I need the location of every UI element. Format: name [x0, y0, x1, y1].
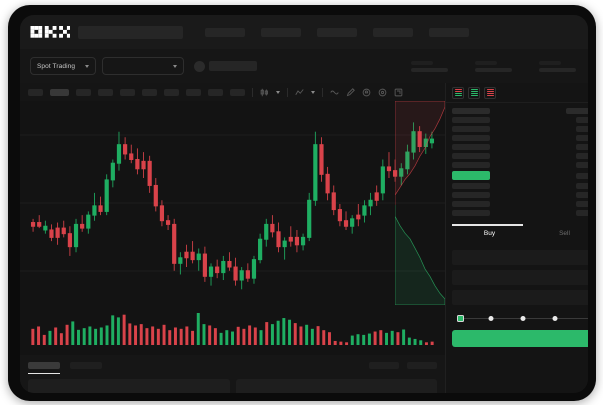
candle-series [30, 122, 435, 290]
timeframe-9[interactable] [230, 88, 245, 96]
alert-icon[interactable] [362, 88, 371, 97]
depth-asks-area [395, 101, 445, 205]
price-chart[interactable] [20, 101, 445, 305]
tab-sell[interactable]: Sell [559, 230, 570, 237]
device-frame: Spot Trading [8, 5, 596, 401]
timeframe-7[interactable] [186, 88, 201, 96]
candlestick-svg [20, 122, 445, 290]
orderbook-last-price-row[interactable] [452, 171, 588, 180]
total-field[interactable] [452, 290, 588, 305]
fullscreen-icon[interactable] [394, 88, 403, 97]
timeframe-0[interactable] [28, 88, 43, 96]
orderbook-row[interactable] [452, 162, 588, 168]
nav-item-3[interactable] [373, 27, 413, 37]
header-nav [205, 27, 469, 37]
orderbook[interactable] [446, 103, 588, 216]
slider-stop-25[interactable] [488, 315, 493, 321]
chevron-down-icon[interactable] [311, 90, 315, 94]
chevron-down-icon [85, 64, 89, 68]
trade-tabs: Buy Sell [446, 224, 588, 244]
volume-series [31, 313, 434, 345]
orderbook-both-icon[interactable] [452, 86, 464, 99]
coin-icon [194, 60, 205, 72]
orders-block-right [235, 379, 437, 393]
orderbook-row[interactable] [452, 144, 588, 150]
pair-select[interactable] [102, 57, 184, 75]
orders-tab-0[interactable] [28, 362, 60, 374]
timeframe-6[interactable] [164, 88, 179, 96]
active-tab-indicator [452, 224, 523, 226]
orderbook-row[interactable] [452, 210, 588, 216]
nav-item-2[interactable] [317, 27, 357, 37]
orders-panel [20, 355, 445, 393]
timeframe-3[interactable] [98, 88, 113, 96]
settings-icon[interactable] [378, 88, 387, 97]
slider-stop-75[interactable] [552, 315, 558, 321]
order-form [446, 244, 588, 347]
pencil-icon[interactable] [346, 87, 355, 97]
volume-chart[interactable] [20, 305, 445, 355]
amount-field[interactable] [452, 270, 588, 285]
depth-chart-overlay [395, 101, 445, 305]
chart-toolbar [20, 83, 445, 101]
orderbook-row[interactable] [452, 153, 588, 159]
volume-svg [31, 313, 434, 345]
trading-mode-select[interactable]: Spot Trading [30, 57, 96, 75]
orders-action-1[interactable] [407, 362, 437, 369]
screen: Spot Trading [20, 15, 588, 393]
toolbar-divider [287, 87, 288, 97]
chevron-down-icon [173, 64, 177, 68]
search-input[interactable] [78, 25, 183, 39]
toolbar-divider [252, 87, 253, 97]
orders-block-left [28, 379, 230, 393]
price-stats [411, 60, 576, 72]
orderbook-bids-icon[interactable] [468, 86, 480, 99]
stat-1 [475, 60, 512, 72]
app-header [20, 15, 588, 49]
orders-action-0[interactable] [369, 362, 399, 369]
timeframe-8[interactable] [208, 88, 223, 96]
nav-item-4[interactable] [429, 27, 469, 37]
timeframe-2[interactable] [76, 88, 91, 96]
slider-handle[interactable] [457, 314, 464, 322]
candlestick-icon[interactable] [260, 88, 269, 97]
pair-name [209, 61, 257, 71]
toolbar-divider [322, 87, 323, 97]
orderbook-header-row [452, 108, 588, 114]
timeframe-selector [28, 88, 245, 96]
orderbook-row[interactable] [452, 201, 588, 207]
wave-icon[interactable] [330, 88, 339, 97]
orderbook-row[interactable] [452, 117, 588, 123]
trade-sidebar: Buy Sell [445, 83, 588, 393]
timeframe-4[interactable] [120, 88, 135, 96]
timeframe-1[interactable] [50, 88, 69, 96]
pair-bar: Spot Trading [20, 49, 588, 83]
orderbook-row[interactable] [452, 183, 588, 189]
orders-actions [369, 362, 437, 369]
nav-item-1[interactable] [261, 27, 301, 37]
buy-button[interactable] [452, 330, 588, 347]
slider-stop-50[interactable] [520, 315, 526, 321]
okx-logo[interactable] [30, 25, 70, 39]
tab-buy[interactable]: Buy [483, 230, 496, 237]
chevron-down-icon[interactable] [276, 90, 280, 94]
stat-2 [539, 60, 576, 72]
orderbook-row[interactable] [452, 192, 588, 198]
orders-tab-1[interactable] [70, 362, 102, 374]
depth-bids-area [395, 205, 445, 305]
stat-0 [411, 60, 448, 72]
price-field[interactable] [452, 250, 588, 265]
amount-slider[interactable] [454, 313, 588, 323]
orderbook-row[interactable] [452, 126, 588, 132]
trading-mode-label: Spot Trading [37, 62, 76, 70]
orderbook-asks-icon[interactable] [484, 86, 496, 99]
orderbook-header [446, 83, 588, 103]
orders-content [28, 379, 437, 393]
timeframe-5[interactable] [142, 88, 157, 96]
chart-gridlines [20, 134, 445, 272]
orderbook-row[interactable] [452, 135, 588, 141]
indicator-icon[interactable] [295, 88, 304, 97]
orders-tabs [28, 362, 437, 374]
nav-item-0[interactable] [205, 27, 245, 37]
